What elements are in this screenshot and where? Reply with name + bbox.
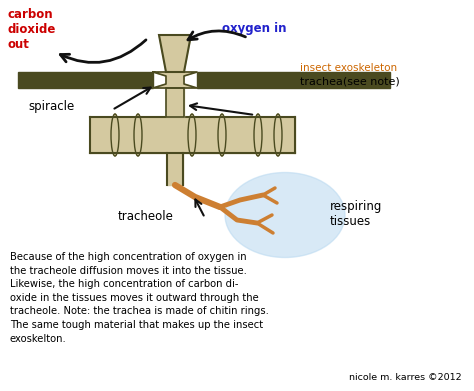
Bar [197, 72, 390, 88]
Ellipse shape [111, 114, 119, 156]
Text: respiring
tissues: respiring tissues [330, 200, 383, 228]
Text: oxygen in: oxygen in [222, 22, 286, 35]
Polygon shape [159, 35, 191, 72]
Ellipse shape [218, 114, 226, 156]
Polygon shape [166, 88, 184, 117]
Text: trachea(see note): trachea(see note) [300, 77, 400, 87]
Bar [18, 72, 153, 88]
Text: nicole m. karres ©2012: nicole m. karres ©2012 [349, 373, 462, 382]
Text: tracheole: tracheole [118, 210, 174, 223]
Ellipse shape [225, 172, 345, 258]
Text: carbon
dioxide
out: carbon dioxide out [8, 8, 56, 51]
Text: Because of the high concentration of oxygen in
the tracheole diffusion moves it : Because of the high concentration of oxy… [10, 252, 269, 344]
Polygon shape [153, 72, 197, 88]
Ellipse shape [274, 114, 282, 156]
Text: spiracle: spiracle [28, 100, 74, 113]
Ellipse shape [254, 114, 262, 156]
Bar [167, 153, 183, 185]
Bar [90, 117, 295, 153]
Text: insect exoskeleton: insect exoskeleton [300, 63, 397, 73]
Ellipse shape [188, 114, 196, 156]
Ellipse shape [134, 114, 142, 156]
